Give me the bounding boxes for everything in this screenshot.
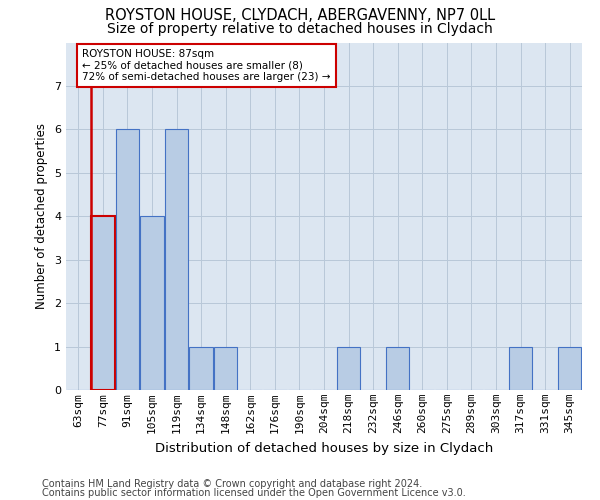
Bar: [91, 216, 115, 390]
Bar: [140, 216, 164, 390]
Bar: [337, 346, 360, 390]
Text: ROYSTON HOUSE: 87sqm
← 25% of detached houses are smaller (8)
72% of semi-detach: ROYSTON HOUSE: 87sqm ← 25% of detached h…: [82, 49, 331, 82]
Text: Contains HM Land Registry data © Crown copyright and database right 2024.: Contains HM Land Registry data © Crown c…: [42, 479, 422, 489]
Bar: [386, 346, 409, 390]
Bar: [116, 130, 139, 390]
Text: ROYSTON HOUSE, CLYDACH, ABERGAVENNY, NP7 0LL: ROYSTON HOUSE, CLYDACH, ABERGAVENNY, NP7…: [105, 8, 495, 22]
Bar: [190, 346, 213, 390]
Bar: [558, 346, 581, 390]
Bar: [165, 130, 188, 390]
Text: Size of property relative to detached houses in Clydach: Size of property relative to detached ho…: [107, 22, 493, 36]
X-axis label: Distribution of detached houses by size in Clydach: Distribution of detached houses by size …: [155, 442, 493, 454]
Bar: [509, 346, 532, 390]
Text: Contains public sector information licensed under the Open Government Licence v3: Contains public sector information licen…: [42, 488, 466, 498]
Bar: [214, 346, 238, 390]
Y-axis label: Number of detached properties: Number of detached properties: [35, 123, 49, 309]
